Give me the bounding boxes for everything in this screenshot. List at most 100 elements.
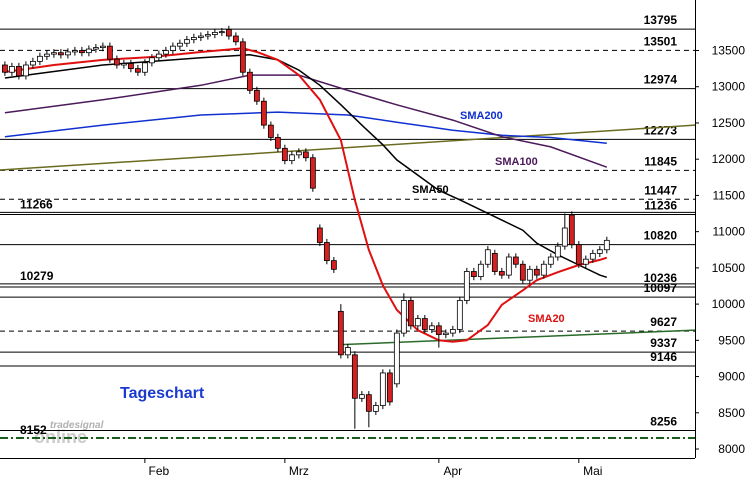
candle-body xyxy=(526,268,533,281)
candle-body xyxy=(414,318,421,327)
candle-body xyxy=(596,249,603,254)
y-tick-label: 13000 xyxy=(712,80,746,94)
candle-body xyxy=(477,263,484,277)
level-label: 10097 xyxy=(644,281,678,295)
candle-body xyxy=(50,52,57,55)
y-tick-label: 9000 xyxy=(718,370,745,384)
candle-body xyxy=(533,268,540,276)
candle-body xyxy=(218,31,225,34)
candle-body xyxy=(442,332,449,335)
candle-body xyxy=(568,214,575,246)
candle-body xyxy=(379,372,386,406)
y-tick-label: 10500 xyxy=(712,261,746,275)
candle-body xyxy=(106,45,113,60)
candle-body xyxy=(358,394,365,399)
candle-body xyxy=(484,249,491,265)
candle-body xyxy=(351,354,358,399)
candle-body xyxy=(148,57,155,64)
candle-body xyxy=(113,58,120,66)
candle-body xyxy=(71,50,78,53)
candle-body xyxy=(141,62,148,73)
candle-body xyxy=(155,53,162,59)
level-label: 8256 xyxy=(650,414,677,428)
candle-body xyxy=(260,100,267,126)
candle-body xyxy=(57,52,64,56)
candle-body xyxy=(400,300,407,334)
candle-body xyxy=(421,318,428,330)
level-label: 13795 xyxy=(644,13,678,27)
candle-body xyxy=(120,63,127,66)
candle-body xyxy=(505,256,512,276)
level-label: 10820 xyxy=(644,229,678,243)
candle-body xyxy=(365,394,372,412)
candle-body xyxy=(253,89,260,102)
candle-body xyxy=(85,48,92,54)
y-tick-label: 12500 xyxy=(712,116,746,130)
x-tick-label: Mai xyxy=(583,464,602,478)
candle-body xyxy=(22,64,29,77)
candle-body xyxy=(463,271,470,301)
watermark: tradesignal xyxy=(50,420,104,431)
candle-body xyxy=(393,332,400,385)
level-label: 12273 xyxy=(644,123,678,137)
candle-body xyxy=(512,256,519,265)
candle-body xyxy=(127,63,134,70)
y-tick-label: 12000 xyxy=(712,152,746,166)
y-tick-label: 11500 xyxy=(713,188,746,202)
level-label: 10279 xyxy=(20,269,54,283)
candle-body xyxy=(274,137,281,149)
level-label: 11845 xyxy=(644,154,677,168)
candle-body xyxy=(470,271,477,277)
candle-body xyxy=(281,147,288,162)
candle-body xyxy=(302,151,309,159)
y-tick-label: 10000 xyxy=(712,297,746,311)
candle-body xyxy=(288,154,295,162)
level-label: 11266 xyxy=(20,197,53,211)
candle-body xyxy=(8,66,15,73)
candle-body xyxy=(323,242,330,262)
candle-body xyxy=(344,347,351,356)
candle-body xyxy=(64,51,71,56)
candle-body xyxy=(372,405,379,412)
level-label: 8152 xyxy=(20,423,47,437)
chart-title: Tageschart xyxy=(120,385,205,402)
y-tick-label: 13500 xyxy=(712,44,746,58)
candle-body xyxy=(456,300,463,330)
candle-body xyxy=(547,256,554,265)
moving-average xyxy=(4,47,608,343)
series-label: SMA20 xyxy=(528,313,565,325)
candle-body xyxy=(386,372,393,403)
level-label: 12974 xyxy=(644,73,678,87)
candle-body xyxy=(190,37,197,41)
moving-average xyxy=(4,111,607,144)
candle-body xyxy=(554,245,561,258)
candle-body xyxy=(316,227,323,243)
candle-body xyxy=(603,239,610,251)
candle-body xyxy=(309,157,316,189)
watermark: online xyxy=(34,427,87,447)
series-label: SMA100 xyxy=(495,156,538,168)
level-label: 10236 xyxy=(644,271,678,285)
candle-body xyxy=(43,53,50,57)
x-tick-label: Mrz xyxy=(289,464,309,478)
candle-body xyxy=(78,50,85,54)
candle-body xyxy=(134,68,141,73)
series-label: SMA50 xyxy=(412,184,449,196)
candle-body xyxy=(575,244,582,265)
candle-body xyxy=(407,300,414,327)
level-label: 9146 xyxy=(650,350,677,364)
candle-body xyxy=(267,124,274,138)
candle-body xyxy=(29,60,36,66)
candle-body xyxy=(428,325,435,330)
candle-body xyxy=(211,31,218,35)
candle-body xyxy=(330,260,337,270)
y-tick-label: 8500 xyxy=(718,406,745,420)
candle-body xyxy=(36,55,43,62)
candle-body xyxy=(15,66,22,77)
candle-body xyxy=(295,151,302,156)
candle-body xyxy=(169,45,176,51)
x-tick-label: Feb xyxy=(149,464,170,478)
level-label: 9337 xyxy=(650,336,677,350)
